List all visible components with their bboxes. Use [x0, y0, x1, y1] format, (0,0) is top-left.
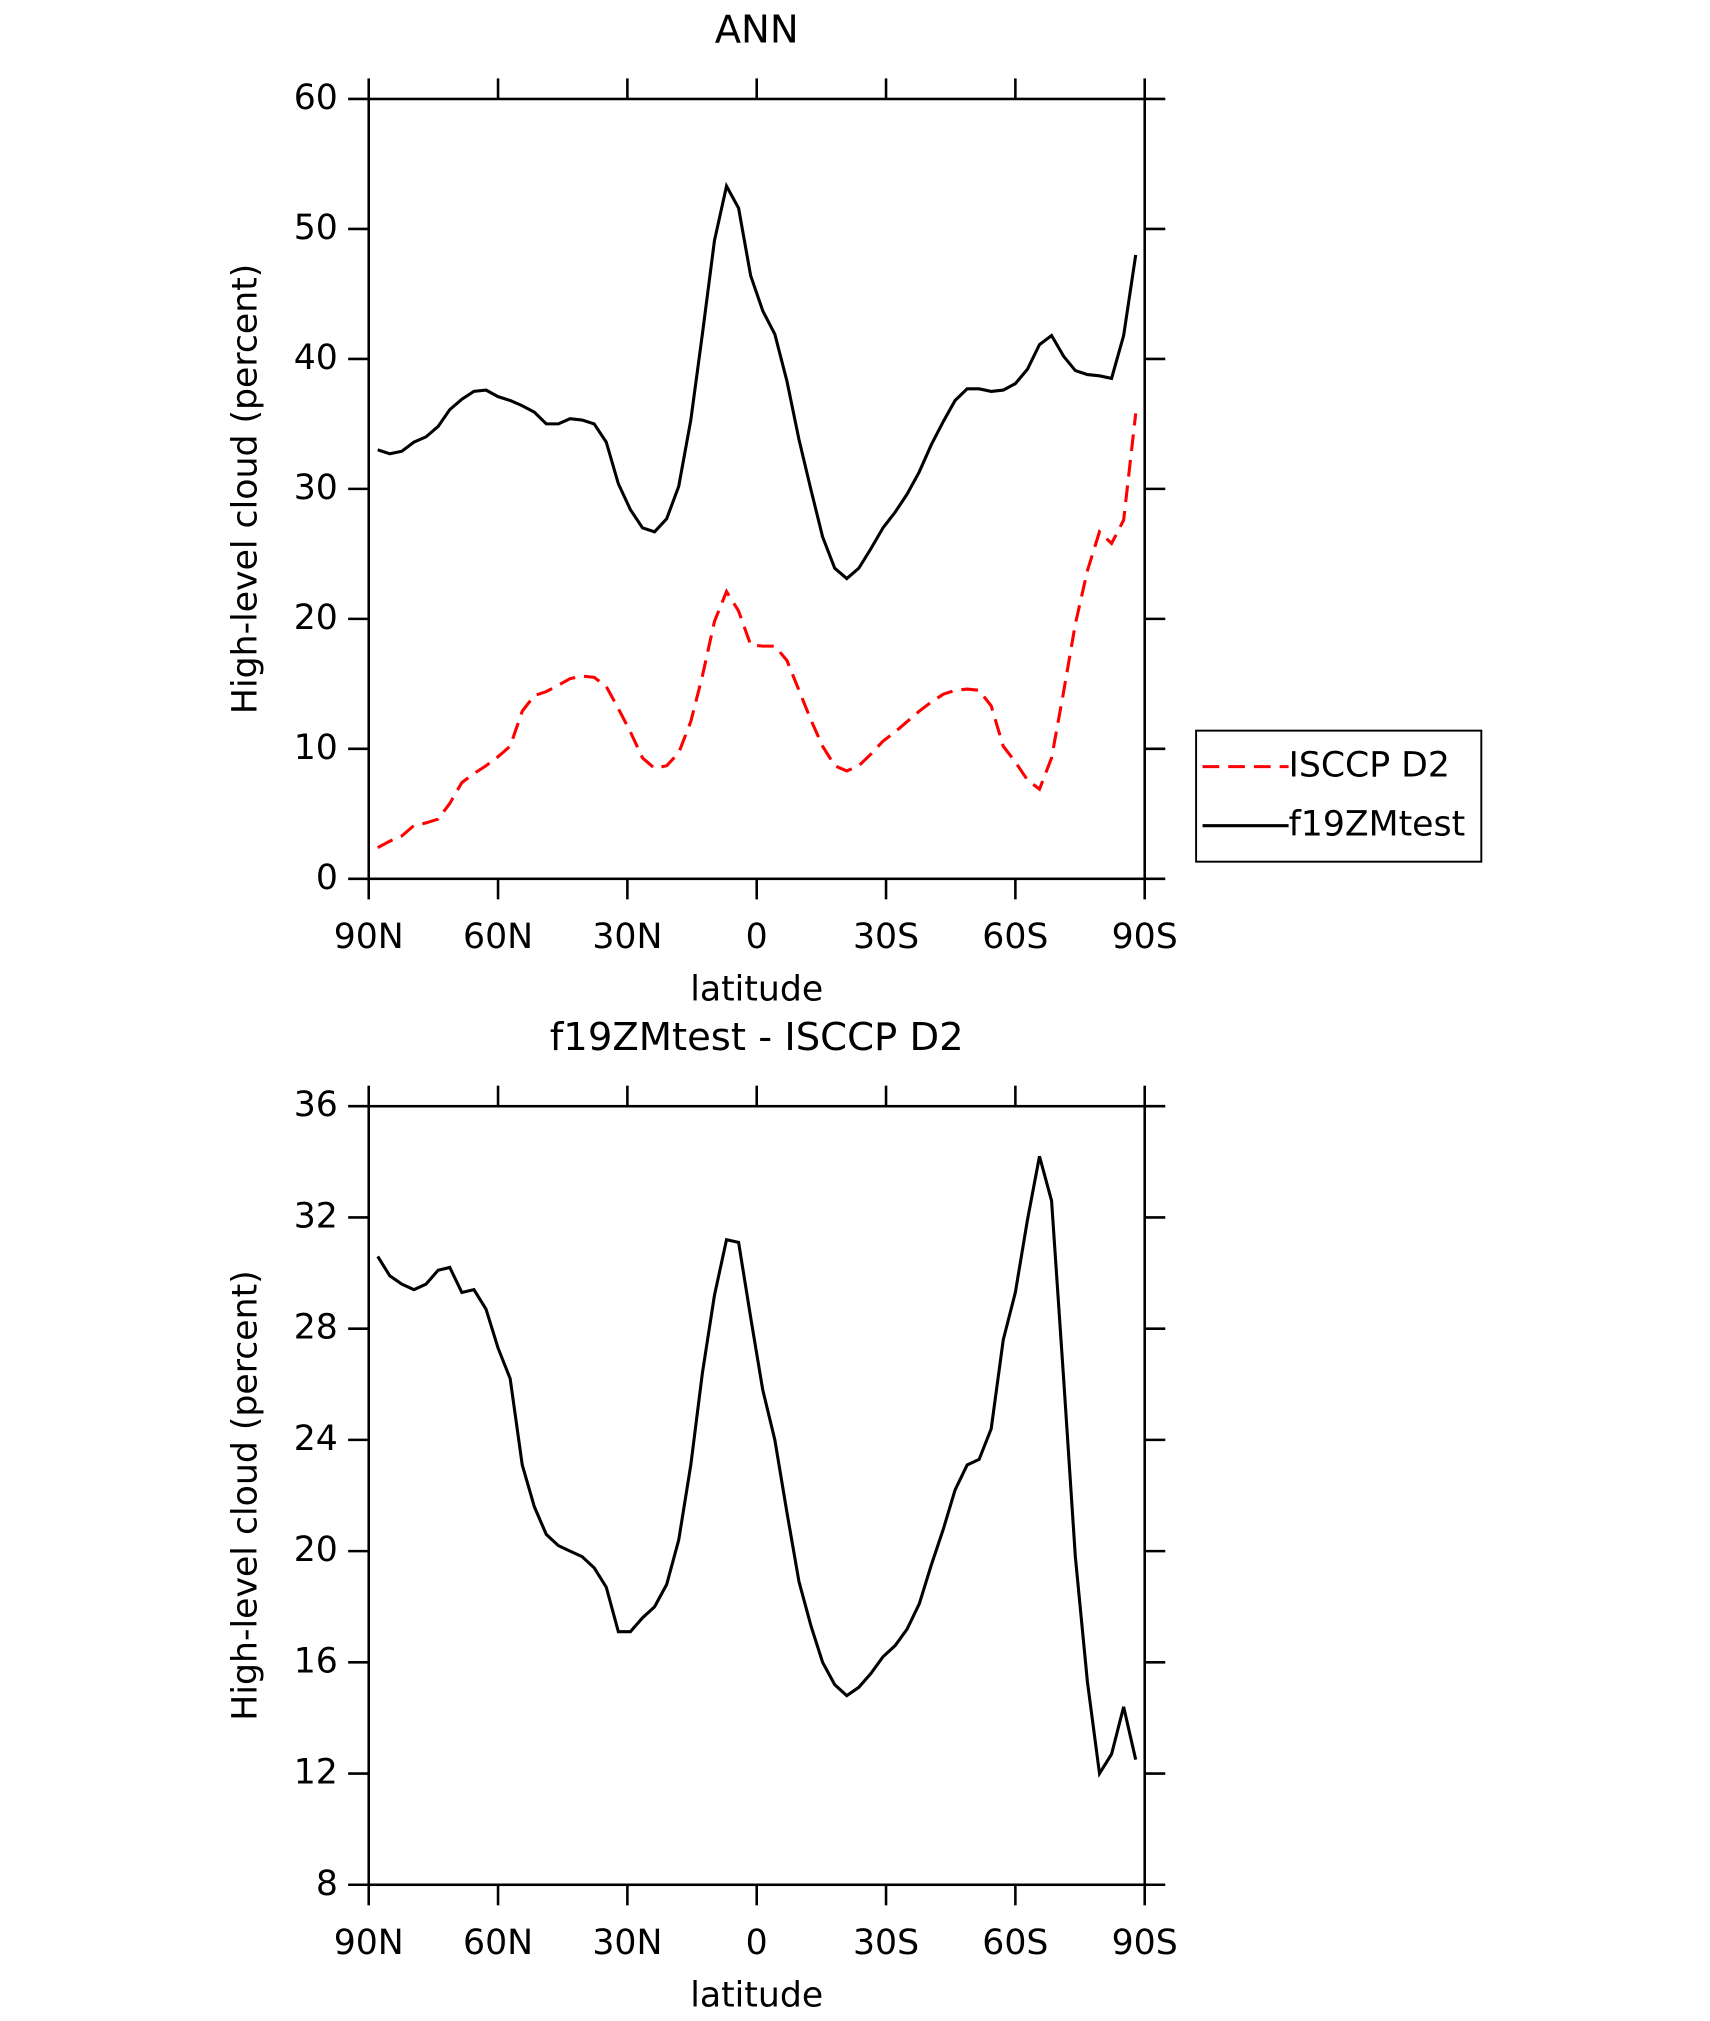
y-tick-label: 60 — [294, 78, 338, 118]
plot-frame — [367, 97, 1146, 881]
x-tick-label: 60N — [463, 1923, 533, 1963]
chart-title: ANN — [715, 8, 799, 53]
x-tick-label: 30S — [853, 1923, 919, 1963]
x-axis-label: latitude — [690, 1976, 823, 2016]
y-axis-label: High-level cloud (percent) — [226, 1270, 266, 1720]
y-tick-label: 50 — [294, 208, 338, 248]
y-tick-label: 10 — [294, 728, 338, 768]
y-tick-label: 24 — [294, 1419, 338, 1459]
x-tick-label: 90S — [1112, 917, 1178, 957]
y-tick-label: 20 — [294, 598, 338, 638]
x-tick-label: 60S — [982, 1923, 1048, 1963]
x-tick-label: 90S — [1112, 1923, 1178, 1963]
x-tick-label: 30N — [592, 917, 662, 957]
x-tick-label: 90N — [334, 917, 404, 957]
y-tick-label: 16 — [294, 1641, 338, 1681]
legend-label: f19ZMtest — [1289, 805, 1466, 845]
legend-box — [1195, 729, 1483, 863]
y-tick-label: 30 — [294, 468, 338, 508]
data-line — [376, 1155, 1138, 1778]
y-tick-label: 32 — [294, 1196, 338, 1236]
x-tick-label: 0 — [746, 1923, 768, 1963]
chart-title: f19ZMtest - ISCCP D2 — [550, 1015, 964, 1060]
y-tick-label: 28 — [294, 1308, 338, 1348]
y-tick-label: 36 — [294, 1085, 338, 1125]
y-axis-label: High-level cloud (percent) — [226, 264, 266, 714]
x-tick-label: 90N — [334, 1923, 404, 1963]
x-tick-label: 30S — [853, 917, 919, 957]
y-tick-label: 8 — [316, 1864, 338, 1904]
data-line — [377, 181, 1138, 581]
x-axis-label: latitude — [690, 970, 823, 1010]
x-tick-label: 0 — [746, 917, 768, 957]
x-tick-label: 30N — [592, 1923, 662, 1963]
y-tick-label: 40 — [294, 338, 338, 378]
data-line — [376, 413, 1138, 849]
y-tick-label: 0 — [316, 858, 338, 898]
y-tick-label: 12 — [294, 1753, 338, 1793]
x-tick-label: 60S — [982, 917, 1048, 957]
plot-frame — [367, 1104, 1146, 1887]
x-tick-label: 60N — [463, 917, 533, 957]
legend-label: ISCCP D2 — [1289, 746, 1450, 786]
y-tick-label: 20 — [294, 1530, 338, 1570]
